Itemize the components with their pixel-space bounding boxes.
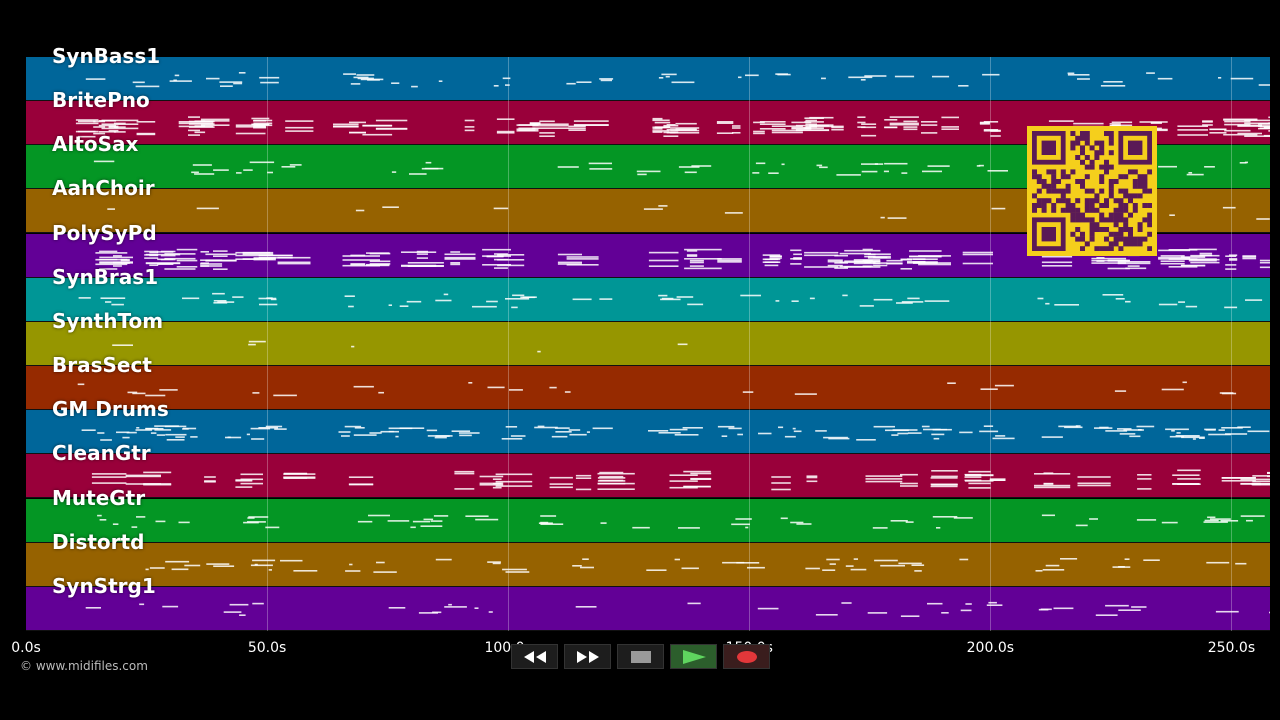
- time-gridline: [1231, 57, 1233, 631]
- record-button[interactable]: [723, 644, 770, 669]
- track-label: BritePno: [52, 88, 150, 113]
- track-lane[interactable]: [26, 410, 1270, 455]
- track-lane[interactable]: [26, 57, 1270, 101]
- stop-button[interactable]: [617, 644, 664, 669]
- time-tick-label: 250.0s: [1207, 640, 1256, 656]
- track-label: SynStrg1: [52, 573, 156, 598]
- track-label: MuteGtr: [52, 485, 146, 510]
- qr-code-icon: [1027, 126, 1157, 256]
- track-lane[interactable]: [26, 542, 1270, 587]
- track-lane[interactable]: [26, 321, 1270, 366]
- time-tick-label: 200.0s: [966, 640, 1015, 656]
- fast-forward-button[interactable]: [564, 644, 611, 669]
- time-gridline: [508, 57, 510, 631]
- play-icon: [682, 649, 706, 664]
- track-lane[interactable]: [26, 454, 1270, 499]
- record-icon: [736, 650, 757, 663]
- stop-icon: [630, 650, 651, 663]
- track-label: CleanGtr: [52, 441, 151, 466]
- track-label: AahChoir: [52, 176, 155, 201]
- time-tick-label: 50.0s: [247, 640, 287, 656]
- play-button[interactable]: [670, 644, 717, 669]
- track-label: BrasSect: [52, 353, 152, 378]
- track-label: SynBras1: [52, 264, 159, 289]
- rewind-button[interactable]: [511, 644, 558, 669]
- track-lane[interactable]: [26, 498, 1270, 543]
- time-gridline: [990, 57, 992, 631]
- track-lane[interactable]: [26, 277, 1270, 322]
- copyright-text: © www.midifiles.com: [20, 659, 148, 673]
- time-gridline: [749, 57, 751, 631]
- fast-forward-icon: [576, 650, 599, 663]
- track-label: Distortd: [52, 529, 145, 554]
- transport-controls: [511, 644, 770, 669]
- track-label: GM Drums: [52, 397, 169, 422]
- track-label: SynthTom: [52, 308, 164, 333]
- track-label: AltoSax: [52, 132, 139, 157]
- track-label: PolySyPd: [52, 220, 157, 245]
- track-label: SynBass1: [52, 44, 161, 68]
- time-gridline: [267, 57, 269, 631]
- rewind-icon: [523, 650, 546, 663]
- track-lane[interactable]: [26, 366, 1270, 411]
- time-tick-label: 0.0s: [11, 640, 41, 656]
- track-lane[interactable]: [26, 586, 1270, 631]
